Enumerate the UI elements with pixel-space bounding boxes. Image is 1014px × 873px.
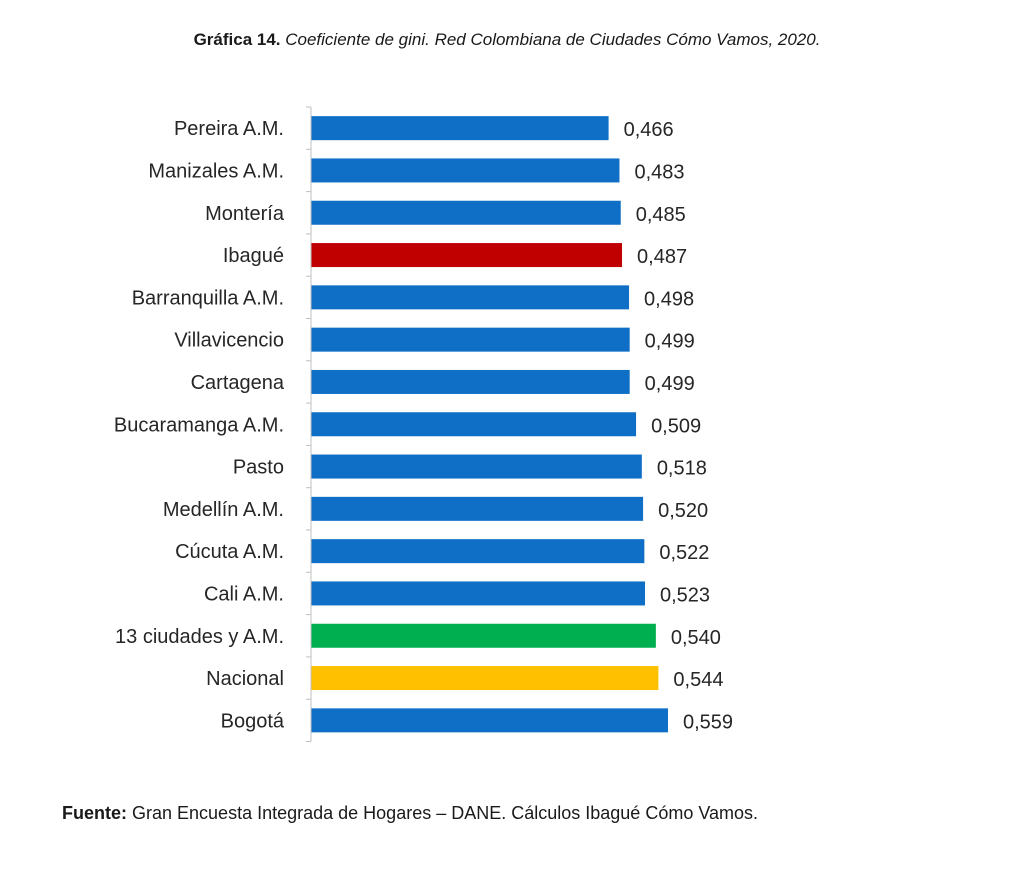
data-label: 0,520 — [658, 500, 708, 522]
category-label: Manizales A.M. — [148, 160, 284, 182]
data-label: 0,483 — [634, 161, 684, 183]
data-label: 0,499 — [645, 373, 695, 395]
bar — [311, 623, 656, 648]
bar — [311, 496, 644, 521]
category-label: Bogotá — [221, 710, 285, 732]
source-label: Fuente: — [62, 803, 127, 823]
category-label: 13 ciudades y A.M. — [115, 626, 284, 648]
bar — [311, 369, 630, 394]
bar — [311, 454, 642, 479]
data-label: 0,523 — [660, 584, 710, 606]
chart-title-text: Coeficiente de gini. Red Colombiana de C… — [285, 30, 821, 49]
bar — [311, 539, 645, 564]
source-text: Gran Encuesta Integrada de Hogares – DAN… — [132, 803, 759, 823]
chart-title: Gráfica 14. Coeficiente de gini. Red Col… — [0, 30, 1014, 50]
bar — [311, 285, 630, 310]
category-label: Ibagué — [223, 245, 284, 267]
data-label: 0,499 — [645, 331, 695, 353]
category-label: Cali A.M. — [204, 583, 284, 605]
category-label: Montería — [205, 203, 285, 225]
category-label: Pasto — [233, 457, 284, 479]
bar — [311, 158, 620, 183]
bar — [311, 200, 621, 225]
data-label: 0,559 — [683, 711, 733, 733]
data-label: 0,509 — [651, 415, 701, 437]
data-label: 0,540 — [671, 627, 721, 649]
data-label: 0,466 — [624, 119, 674, 141]
bar — [311, 666, 659, 691]
category-label: Medellín A.M. — [163, 499, 284, 521]
data-label: 0,485 — [636, 204, 686, 226]
category-label: Nacional — [206, 668, 284, 690]
bar — [311, 708, 668, 733]
data-label: 0,498 — [644, 288, 694, 310]
category-label: Bucaramanga A.M. — [114, 414, 284, 436]
source-note: Fuente: Gran Encuesta Integrada de Hogar… — [62, 798, 977, 828]
category-label: Barranquilla A.M. — [132, 287, 284, 309]
bar — [311, 327, 630, 352]
category-label: Pereira A.M. — [174, 118, 284, 140]
category-label: Cartagena — [191, 372, 285, 394]
bar — [311, 581, 646, 606]
data-label: 0,522 — [659, 542, 709, 564]
chart-title-number: Gráfica 14. — [193, 30, 281, 49]
data-label: 0,518 — [657, 458, 707, 480]
category-label: Villavicencio — [174, 330, 284, 352]
data-label: 0,487 — [637, 246, 687, 268]
bar — [311, 243, 623, 268]
data-label: 0,544 — [673, 669, 723, 691]
bar-chart: Pereira A.M. 0,466 Manizales A.M. 0,483 Mont… — [114, 106, 733, 742]
category-label: Cúcuta A.M. — [175, 541, 284, 563]
bar — [311, 412, 637, 437]
bar — [311, 116, 609, 141]
